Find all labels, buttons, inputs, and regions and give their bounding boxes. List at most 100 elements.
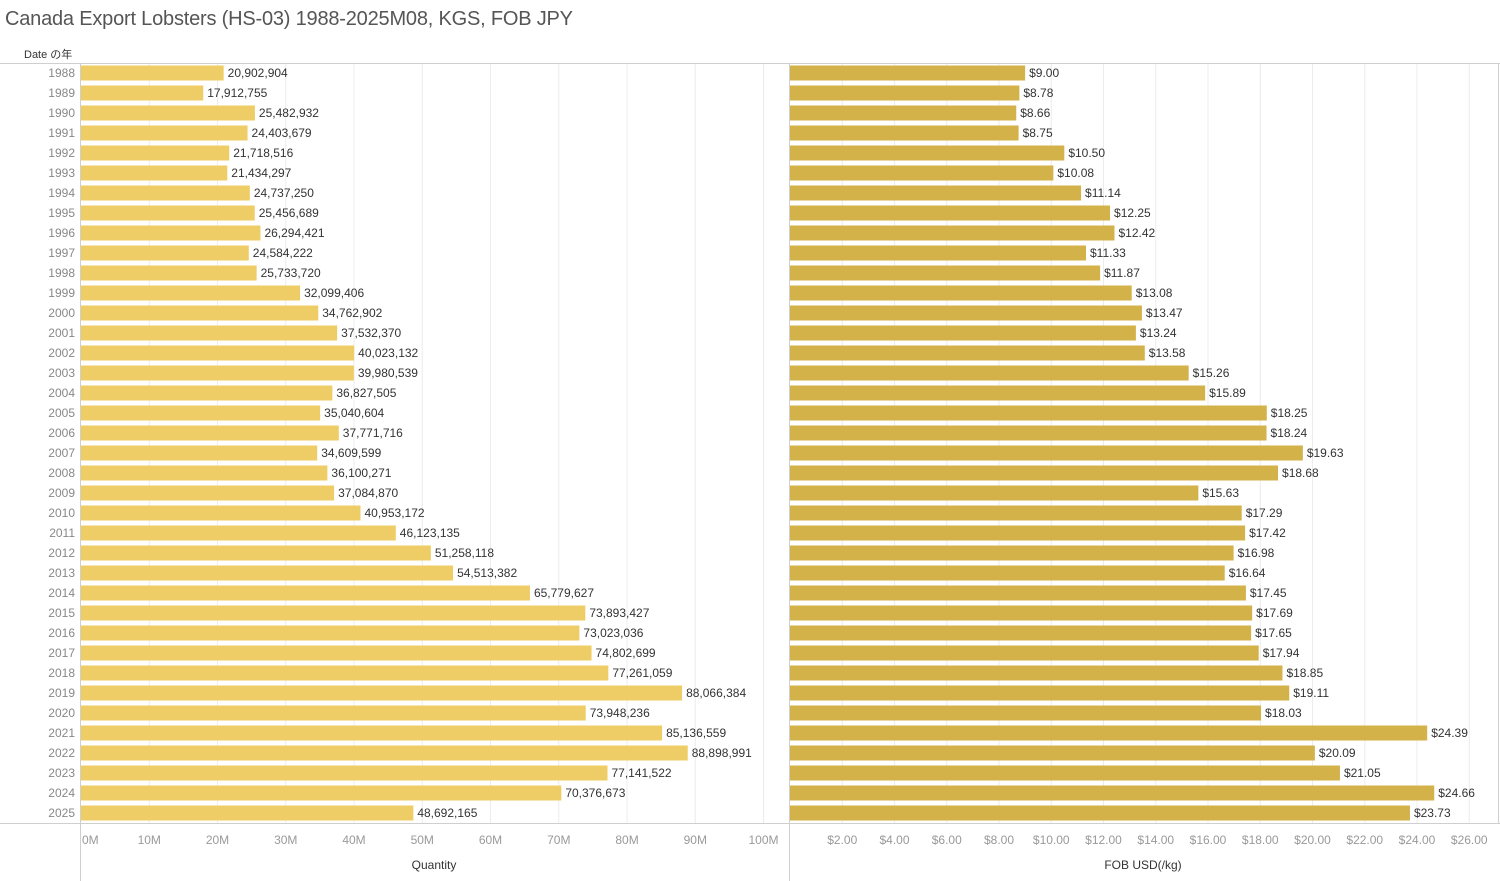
year-label: 1993 <box>48 166 75 180</box>
fob-bar <box>790 625 1252 641</box>
quantity-value-label: 40,953,172 <box>365 506 425 520</box>
quantity-value-label: 24,737,250 <box>254 186 314 200</box>
quantity-tick-label: 50M <box>411 833 434 847</box>
fob-bars: $9.00 $8.78 $8.66 $8.75 $10.50 $10.08 $11.14 $1… <box>790 65 1475 821</box>
fob-value-label: $13.58 <box>1149 346 1186 360</box>
fob-bar <box>790 725 1428 741</box>
fob-bar <box>790 665 1283 681</box>
fob-bar <box>790 365 1189 381</box>
quantity-bar <box>81 525 396 541</box>
fob-value-label: $17.69 <box>1256 606 1293 620</box>
quantity-value-label: 73,948,236 <box>590 706 650 720</box>
quantity-bar <box>81 285 301 301</box>
fob-bar <box>790 405 1267 421</box>
fob-value-label: $18.68 <box>1282 466 1319 480</box>
fob-bar <box>790 605 1253 621</box>
fob-bar <box>790 385 1206 401</box>
quantity-value-label: 25,733,720 <box>261 266 321 280</box>
quantity-value-label: 26,294,421 <box>264 226 324 240</box>
fob-value-label: $18.85 <box>1286 666 1323 680</box>
fob-bar <box>790 685 1290 701</box>
fob-bar <box>790 345 1145 361</box>
fob-value-label: $24.66 <box>1438 786 1475 800</box>
year-label: 1997 <box>48 246 75 260</box>
quantity-tick-label: 100M <box>749 833 779 847</box>
fob-value-label: $12.42 <box>1118 226 1155 240</box>
quantity-value-label: 21,434,297 <box>231 166 291 180</box>
quantity-bar <box>81 545 431 561</box>
quantity-bar <box>81 205 255 221</box>
fob-bar <box>790 245 1087 261</box>
year-axis: 1988 1989 1990 1991 1992 1993 1994 1995 1996 1997… <box>48 66 75 820</box>
fob-tick-label: $26.00 <box>1451 833 1488 847</box>
quantity-tick-label: 10M <box>138 833 161 847</box>
year-label: 2008 <box>48 466 75 480</box>
year-label: 1995 <box>48 206 75 220</box>
fob-value-label: $8.66 <box>1020 106 1050 120</box>
year-label: 2011 <box>49 526 75 540</box>
fob-bar <box>790 145 1065 161</box>
fob-value-label: $10.50 <box>1068 146 1105 160</box>
quantity-value-label: 65,779,627 <box>534 586 594 600</box>
quantity-value-label: 24,403,679 <box>252 126 312 140</box>
quantity-bar <box>81 165 228 181</box>
quantity-bars: 20,902,904 17,912,755 25,482,932 24,403,679… <box>81 65 752 821</box>
fob-axis: $2.00 $4.00 $6.00 $8.00 $10.00 $12.00 $14.00 $1… <box>827 833 1488 847</box>
fob-value-label: $9.00 <box>1029 66 1059 80</box>
quantity-value-label: 70,376,673 <box>565 786 625 800</box>
fob-tick-label: $10.00 <box>1033 833 1070 847</box>
fob-bar <box>790 705 1262 721</box>
year-label: 2022 <box>48 746 75 760</box>
quantity-value-label: 54,513,382 <box>457 566 517 580</box>
quantity-value-label: 37,084,870 <box>338 486 398 500</box>
chart-title: Canada Export Lobsters (HS-03) 1988-2025… <box>5 8 573 30</box>
fob-value-label: $17.94 <box>1263 646 1300 660</box>
fob-bar <box>790 105 1017 121</box>
year-label: 2002 <box>48 346 75 360</box>
quantity-value-label: 40,023,132 <box>358 346 418 360</box>
quantity-value-label: 17,912,755 <box>207 86 267 100</box>
fob-tick-label: $20.00 <box>1294 833 1331 847</box>
year-label: 2005 <box>48 406 75 420</box>
fob-bar <box>790 465 1279 481</box>
quantity-bar <box>81 125 248 141</box>
fob-value-label: $19.11 <box>1293 686 1329 700</box>
fob-bar <box>790 205 1111 221</box>
quantity-value-label: 74,802,699 <box>596 646 656 660</box>
fob-tick-label: $6.00 <box>932 833 962 847</box>
fob-bar <box>790 485 1199 501</box>
quantity-tick-label: 80M <box>615 833 638 847</box>
quantity-value-label: 85,136,559 <box>666 726 726 740</box>
fob-bar <box>790 645 1259 661</box>
quantity-value-label: 73,023,036 <box>583 626 643 640</box>
fob-tick-label: $2.00 <box>827 833 857 847</box>
quantity-value-label: 25,456,689 <box>259 206 319 220</box>
year-label: 2017 <box>48 646 75 660</box>
fob-bar <box>790 565 1225 581</box>
quantity-tick-label: 40M <box>342 833 365 847</box>
quantity-bar <box>81 105 255 121</box>
quantity-value-label: 39,980,539 <box>358 366 418 380</box>
quantity-axis: 0M 10M 20M 30M 40M 50M 60M 70M 80M 90M 100M <box>82 833 779 847</box>
quantity-bar <box>81 765 608 781</box>
fob-bar <box>790 745 1315 761</box>
fob-tick-label: $4.00 <box>879 833 909 847</box>
year-label: 1999 <box>48 286 75 300</box>
fob-bar <box>790 185 1082 201</box>
quantity-value-label: 37,532,370 <box>341 326 401 340</box>
quantity-bar <box>81 445 318 461</box>
quantity-bar <box>81 605 586 621</box>
quantity-tick-label: 20M <box>206 833 229 847</box>
year-label: 2003 <box>48 366 75 380</box>
quantity-value-label: 88,898,991 <box>692 746 752 760</box>
year-label: 1988 <box>48 66 75 80</box>
fob-bar <box>790 765 1340 781</box>
quantity-value-label: 73,893,427 <box>589 606 649 620</box>
quantity-tick-label: 60M <box>479 833 502 847</box>
quantity-bar <box>81 325 338 341</box>
fob-value-label: $12.25 <box>1114 206 1151 220</box>
quantity-tick-label: 90M <box>684 833 707 847</box>
fob-tick-label: $16.00 <box>1190 833 1227 847</box>
quantity-value-label: 25,482,932 <box>259 106 319 120</box>
year-label: 2010 <box>48 506 75 520</box>
